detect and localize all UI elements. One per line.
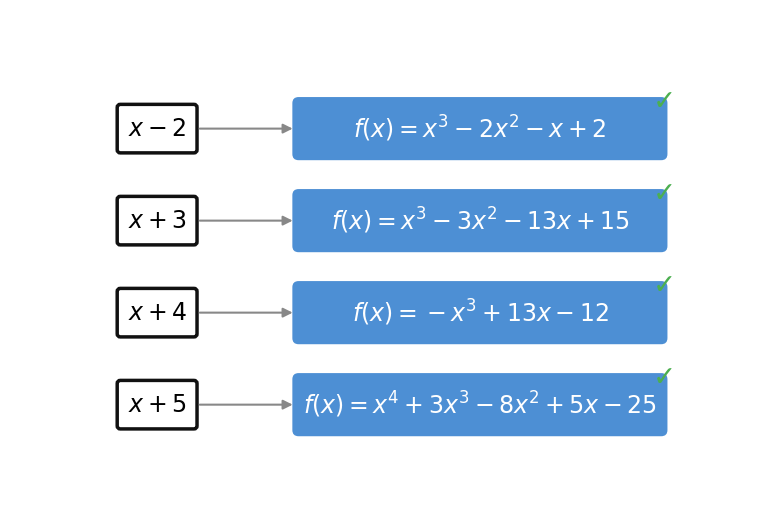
Text: ✓: ✓ [652,272,676,300]
FancyBboxPatch shape [117,105,197,153]
FancyBboxPatch shape [117,288,197,337]
Text: $f(x) = -x^3 + 13x - 12$: $f(x) = -x^3 + 13x - 12$ [351,298,608,328]
FancyBboxPatch shape [117,196,197,245]
Text: ✓: ✓ [652,180,676,208]
Text: $x - 2$: $x - 2$ [128,117,186,140]
Text: $f(x) = x^4 + 3x^3 - 8x^2 + 5x - 25$: $f(x) = x^4 + 3x^3 - 8x^2 + 5x - 25$ [303,390,657,420]
FancyBboxPatch shape [293,189,668,252]
Text: $x + 3$: $x + 3$ [128,209,186,233]
Text: $x + 4$: $x + 4$ [128,300,186,325]
Text: $x + 5$: $x + 5$ [128,393,186,417]
FancyBboxPatch shape [293,281,668,344]
FancyBboxPatch shape [293,373,668,436]
Text: $f(x) = x^3 - 3x^2 - 13x + 15$: $f(x) = x^3 - 3x^2 - 13x + 15$ [331,205,630,235]
Text: ✓: ✓ [652,364,676,392]
Text: $f(x) = x^3 - 2x^2 - x + 2$: $f(x) = x^3 - 2x^2 - x + 2$ [354,114,607,144]
FancyBboxPatch shape [117,380,197,429]
Text: ✓: ✓ [652,88,676,116]
FancyBboxPatch shape [293,97,668,160]
